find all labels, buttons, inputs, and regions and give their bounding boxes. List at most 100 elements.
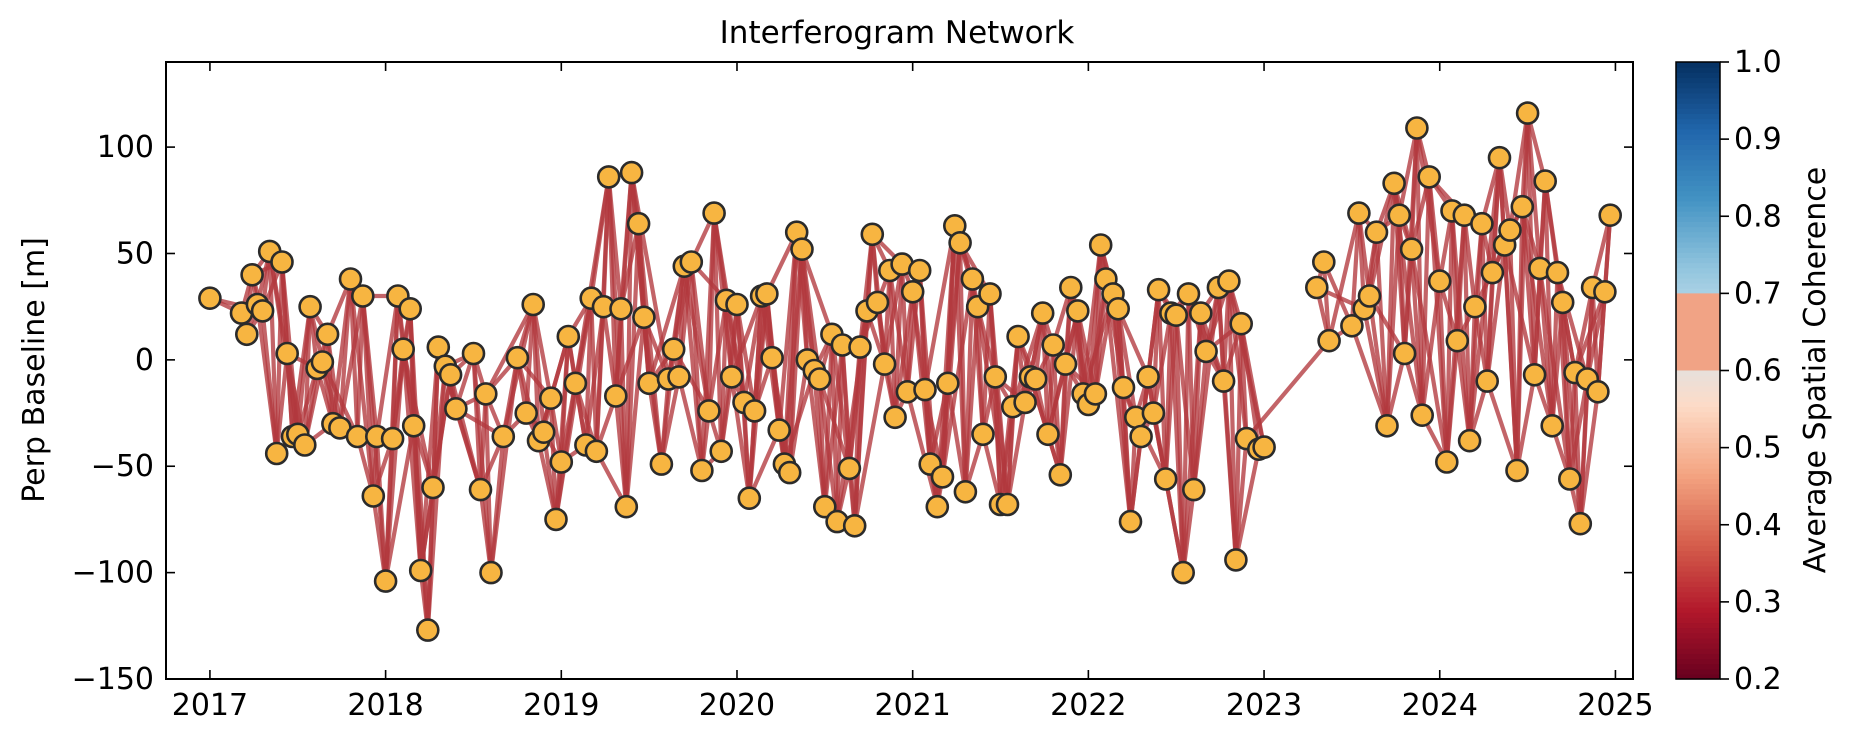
acquisition-node — [1083, 382, 1108, 406]
acquisition-node — [1505, 458, 1529, 483]
acquisition-node — [1487, 145, 1512, 170]
acquisition-node — [544, 507, 568, 532]
interferogram-edge — [1420, 174, 1432, 418]
colorbar-tick-label: 0.8 — [1734, 199, 1782, 234]
interferogram-edge — [1543, 179, 1555, 428]
colorbar-segment — [1676, 200, 1720, 207]
acquisition-node — [1445, 328, 1470, 353]
colorbar-segment — [1676, 205, 1720, 212]
acquisition-node — [1598, 203, 1622, 227]
acquisition-node — [408, 558, 433, 583]
acquisition-node — [1382, 171, 1406, 196]
colorbar-segment — [1676, 180, 1720, 186]
acquisition-node — [444, 396, 468, 421]
colorbar-segment — [1676, 139, 1720, 145]
acquisition-node — [1540, 413, 1564, 438]
colorbar-segment — [1676, 519, 1720, 526]
colorbar-segment — [1676, 283, 1720, 289]
colorbar-segment — [1676, 97, 1720, 104]
acquisition-node — [1586, 379, 1610, 404]
colorbar-segment — [1676, 421, 1720, 428]
acquisition-node — [1111, 375, 1136, 400]
interferogram-edge — [1397, 125, 1420, 218]
acquisition-nodes — [198, 101, 1622, 642]
chart-title: Interferogram Network — [720, 15, 1075, 51]
acquisition-node — [1176, 282, 1201, 306]
acquisition-node — [1405, 116, 1429, 140]
acquisition-node — [883, 405, 907, 430]
acquisition-node — [1146, 277, 1171, 302]
interferogram-edge — [302, 304, 313, 448]
acquisition-node — [584, 439, 609, 464]
colorbar-segment — [1676, 92, 1720, 99]
acquisition-node — [1066, 299, 1090, 323]
acquisition-node — [697, 399, 721, 423]
acquisition-node — [1558, 467, 1582, 491]
acquisition-node — [1182, 477, 1206, 502]
interferogram-edge — [1233, 447, 1261, 563]
colorbar-segment — [1676, 257, 1720, 264]
colorbar-segment — [1676, 673, 1720, 680]
acquisition-node — [538, 386, 563, 411]
colorbar-segment — [1676, 401, 1720, 408]
colorbar-segment — [1676, 576, 1720, 582]
acquisition-node — [338, 267, 363, 291]
y-tick-label: −50 — [91, 449, 154, 484]
acquisition-node — [755, 282, 779, 306]
interferogram-edge — [274, 351, 290, 456]
acquisition-node — [913, 377, 937, 402]
colorbar-segment — [1676, 663, 1720, 670]
interferogram-edge — [531, 302, 546, 435]
colorbar-segment — [1676, 555, 1720, 562]
interferogram-edge — [1384, 351, 1407, 428]
interferogram-edge — [1525, 110, 1543, 271]
acquisition-node — [361, 484, 386, 508]
acquisition-node — [250, 299, 275, 323]
colorbar-label: Average Spatial Coherence — [1798, 167, 1833, 573]
colorbar-segment — [1676, 391, 1720, 397]
acquisition-node — [549, 450, 574, 474]
colorbar-segment — [1676, 133, 1720, 140]
acquisition-node — [1211, 369, 1236, 393]
acquisition-node — [310, 350, 335, 374]
colorbar-segment — [1676, 437, 1720, 444]
acquisition-node — [380, 426, 405, 451]
acquisition-node — [661, 337, 686, 362]
acquisition-node — [596, 165, 621, 189]
colorbar-segment — [1676, 586, 1720, 593]
interferogram-edge — [1485, 379, 1520, 473]
acquisition-node — [1229, 311, 1253, 336]
acquisition-node — [842, 513, 867, 538]
colorbar-segment — [1676, 195, 1720, 202]
colorbar-segment — [1676, 452, 1720, 459]
colorbar-segment — [1676, 601, 1720, 608]
acquisition-node — [1317, 328, 1341, 353]
acquisition-node — [872, 352, 897, 376]
colorbar-segment — [1676, 493, 1720, 500]
acquisition-node — [812, 494, 837, 519]
interferogram-edge — [1163, 476, 1186, 575]
colorbar-segment — [1676, 113, 1720, 120]
acquisition-node — [235, 322, 259, 347]
colorbar-segment — [1676, 504, 1720, 510]
acquisition-node — [401, 413, 426, 438]
acquisition-node — [350, 284, 375, 308]
interferogram-edge — [799, 247, 835, 337]
colorbar-segment — [1676, 267, 1720, 274]
acquisition-node — [1305, 275, 1329, 300]
acquisition-node — [614, 494, 639, 519]
acquisition-node — [1533, 169, 1557, 193]
colorbar-segment — [1676, 442, 1720, 449]
colorbar-segment — [1676, 529, 1720, 536]
colorbar-segment — [1676, 77, 1720, 84]
colorbar-segment — [1676, 488, 1720, 495]
colorbar-segment — [1676, 432, 1720, 438]
x-axis-ticks: 2017 2018 2019 2020 2021 2022 2023 2024 2025 — [172, 62, 1654, 723]
colorbar-segment — [1676, 396, 1720, 402]
acquisition-node — [1498, 218, 1522, 242]
acquisition-node — [603, 384, 628, 408]
colorbar-tick-label: 0.7 — [1734, 276, 1782, 311]
colorbar-tick-label: 0.5 — [1734, 431, 1782, 466]
colorbar-ticks: 0.2 0.3 0.4 0.5 0.6 0.7 0.8 0.9 1.0 — [1720, 45, 1782, 697]
